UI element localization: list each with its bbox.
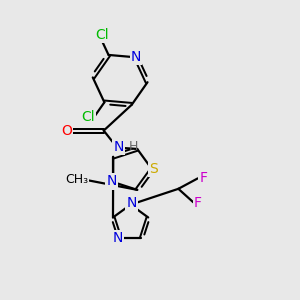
Text: S: S bbox=[149, 161, 158, 176]
Text: Cl: Cl bbox=[95, 28, 109, 42]
Text: N: N bbox=[106, 174, 117, 188]
Text: H: H bbox=[129, 140, 139, 153]
Text: N: N bbox=[113, 231, 123, 245]
Text: Cl: Cl bbox=[82, 110, 95, 124]
Text: N: N bbox=[126, 196, 137, 211]
Text: F: F bbox=[199, 171, 207, 185]
Text: F: F bbox=[194, 196, 202, 210]
Text: N: N bbox=[131, 50, 141, 64]
Text: N: N bbox=[113, 140, 124, 154]
Text: CH₃: CH₃ bbox=[65, 173, 88, 186]
Text: O: O bbox=[61, 124, 72, 138]
